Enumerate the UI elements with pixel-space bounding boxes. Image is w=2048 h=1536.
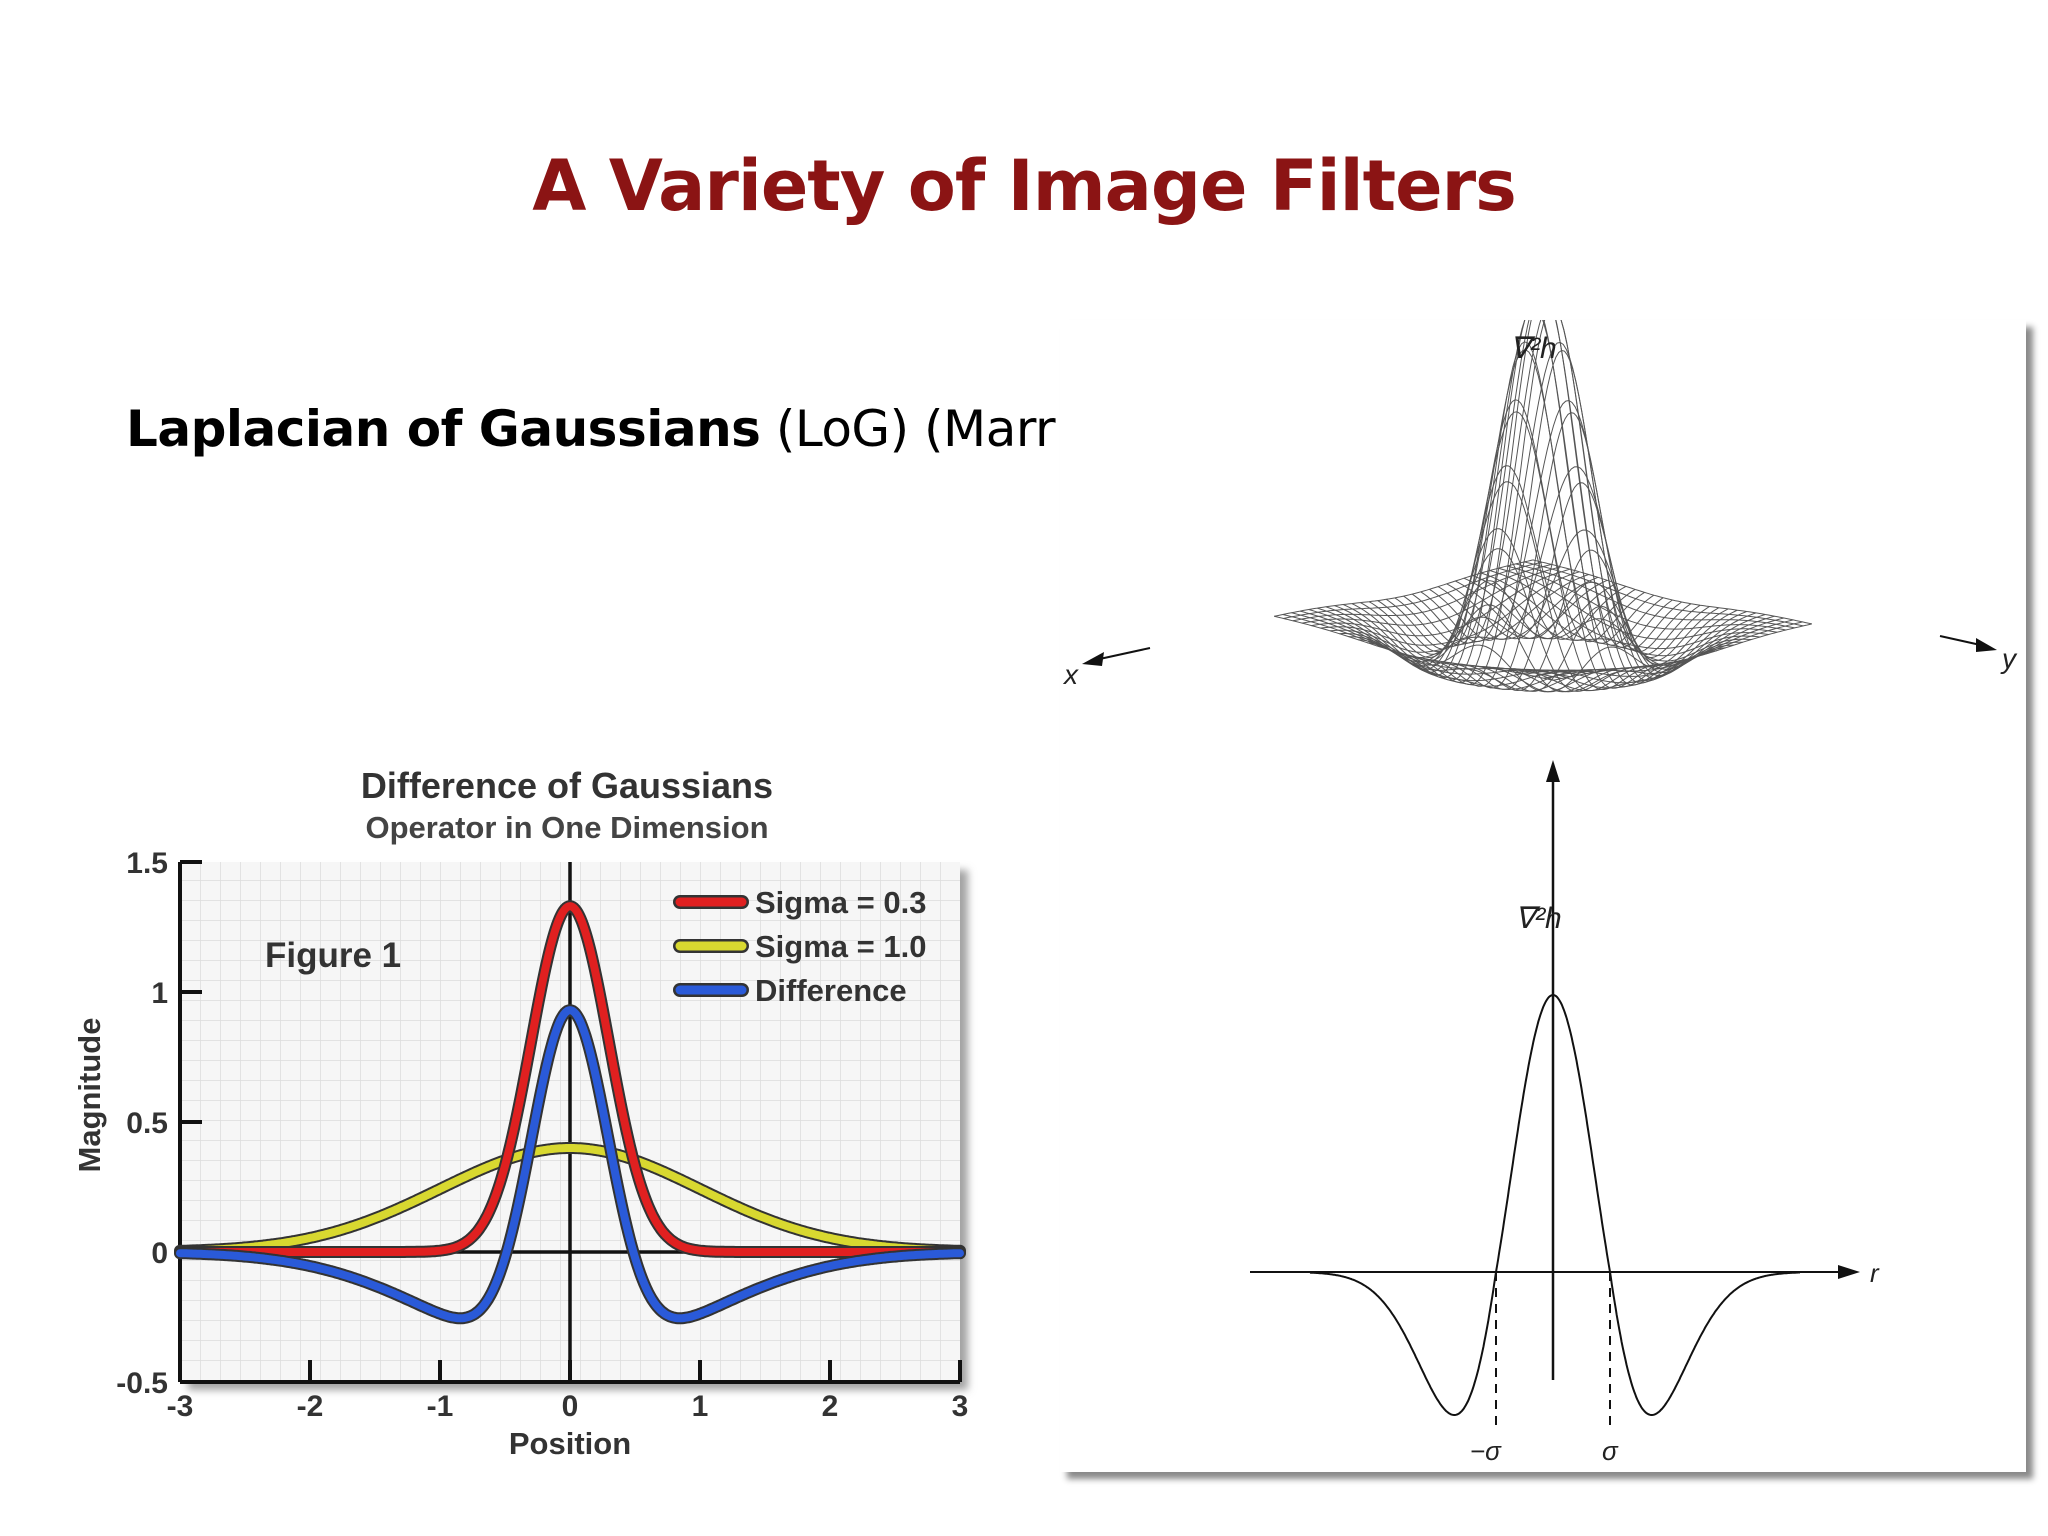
surface-mesh-line (1299, 610, 1580, 676)
chart-y-tick-label: 0 (151, 1237, 168, 1270)
legend-label: Sigma = 0.3 (755, 885, 926, 920)
log-figure-panel: ∇²h x y ∇²h r −σ σ (1060, 289, 2026, 1472)
surface-mesh-line (1291, 612, 1571, 678)
surface-mesh-line (1534, 619, 1794, 677)
chart-y-tick-label: 1 (151, 977, 168, 1010)
chart-series-line (176, 902, 964, 1256)
chart-x-tick-label: -2 (297, 1390, 324, 1423)
surface-mesh-line (1552, 623, 1812, 681)
surface-mesh-line (1282, 614, 1562, 679)
log-surface-plot (1274, 289, 1812, 693)
chart-x-tick-label: 3 (952, 1390, 969, 1423)
profile-y-label: ∇²h (1515, 902, 1562, 935)
chart-x-axis-label: Position (509, 1426, 631, 1461)
slide-title: A Variety of Image Filters (532, 145, 1517, 227)
surface-x-axis (1094, 647, 1151, 661)
surface-x-arrowhead (1082, 652, 1104, 666)
chart-figure-label: Figure 1 (265, 936, 401, 975)
subtitle-bold: Laplacian of Gaussians (126, 400, 761, 458)
legend-label: Difference (755, 973, 907, 1008)
chart-title: Difference of Gaussians (361, 765, 773, 806)
chart-x-tick-label: -3 (167, 1390, 194, 1423)
log-figures-svg: ∇²h x y ∇²h r −σ σ (1062, 289, 2018, 1466)
profile-curve (1309, 993, 1800, 1416)
surface-mesh-line (1543, 621, 1803, 679)
profile-y-arrowhead (1546, 760, 1560, 782)
profile-right-sigma-label: σ (1602, 1436, 1619, 1466)
chart-x-tick-label: 1 (692, 1390, 709, 1423)
chart-legend: Sigma = 0.3 Sigma = 1.0 Difference (673, 885, 926, 1008)
legend-label: Sigma = 1.0 (755, 929, 926, 964)
chart-y-tick-label: 0.5 (126, 1107, 168, 1140)
chart-subtitle: Operator in One Dimension (365, 810, 768, 845)
chart-series-line (176, 1144, 964, 1255)
profile-r-arrowhead (1838, 1265, 1860, 1279)
surface-x-label: x (1062, 659, 1079, 690)
chart-x-tick-label: 2 (822, 1390, 839, 1423)
surface-mesh-line (1308, 609, 1588, 682)
chart-y-axis-label: Magnitude (72, 1018, 107, 1173)
surface-mesh-line (1515, 615, 1775, 684)
surface-mesh-line (1274, 615, 1554, 681)
profile-left-sigma-label: −σ (1470, 1436, 1502, 1466)
profile-r-label: r (1870, 1258, 1880, 1288)
chart-y-tick-label: 1.5 (126, 847, 168, 880)
surface-z-label: ∇²h (1510, 332, 1557, 365)
chart-series-line (176, 1006, 964, 1323)
surface-y-label: y (2000, 643, 2018, 674)
log-profile-plot: ∇²h r −σ σ (1250, 760, 1880, 1466)
surface-y-arrowhead (1976, 638, 1997, 652)
chart-series (174, 900, 966, 1325)
chart-x-tick-label: 0 (562, 1390, 579, 1423)
chart-y-tick-label: -0.5 (116, 1367, 168, 1400)
chart-x-tick-label: -1 (427, 1390, 454, 1423)
surface-mesh-line (1525, 617, 1785, 677)
